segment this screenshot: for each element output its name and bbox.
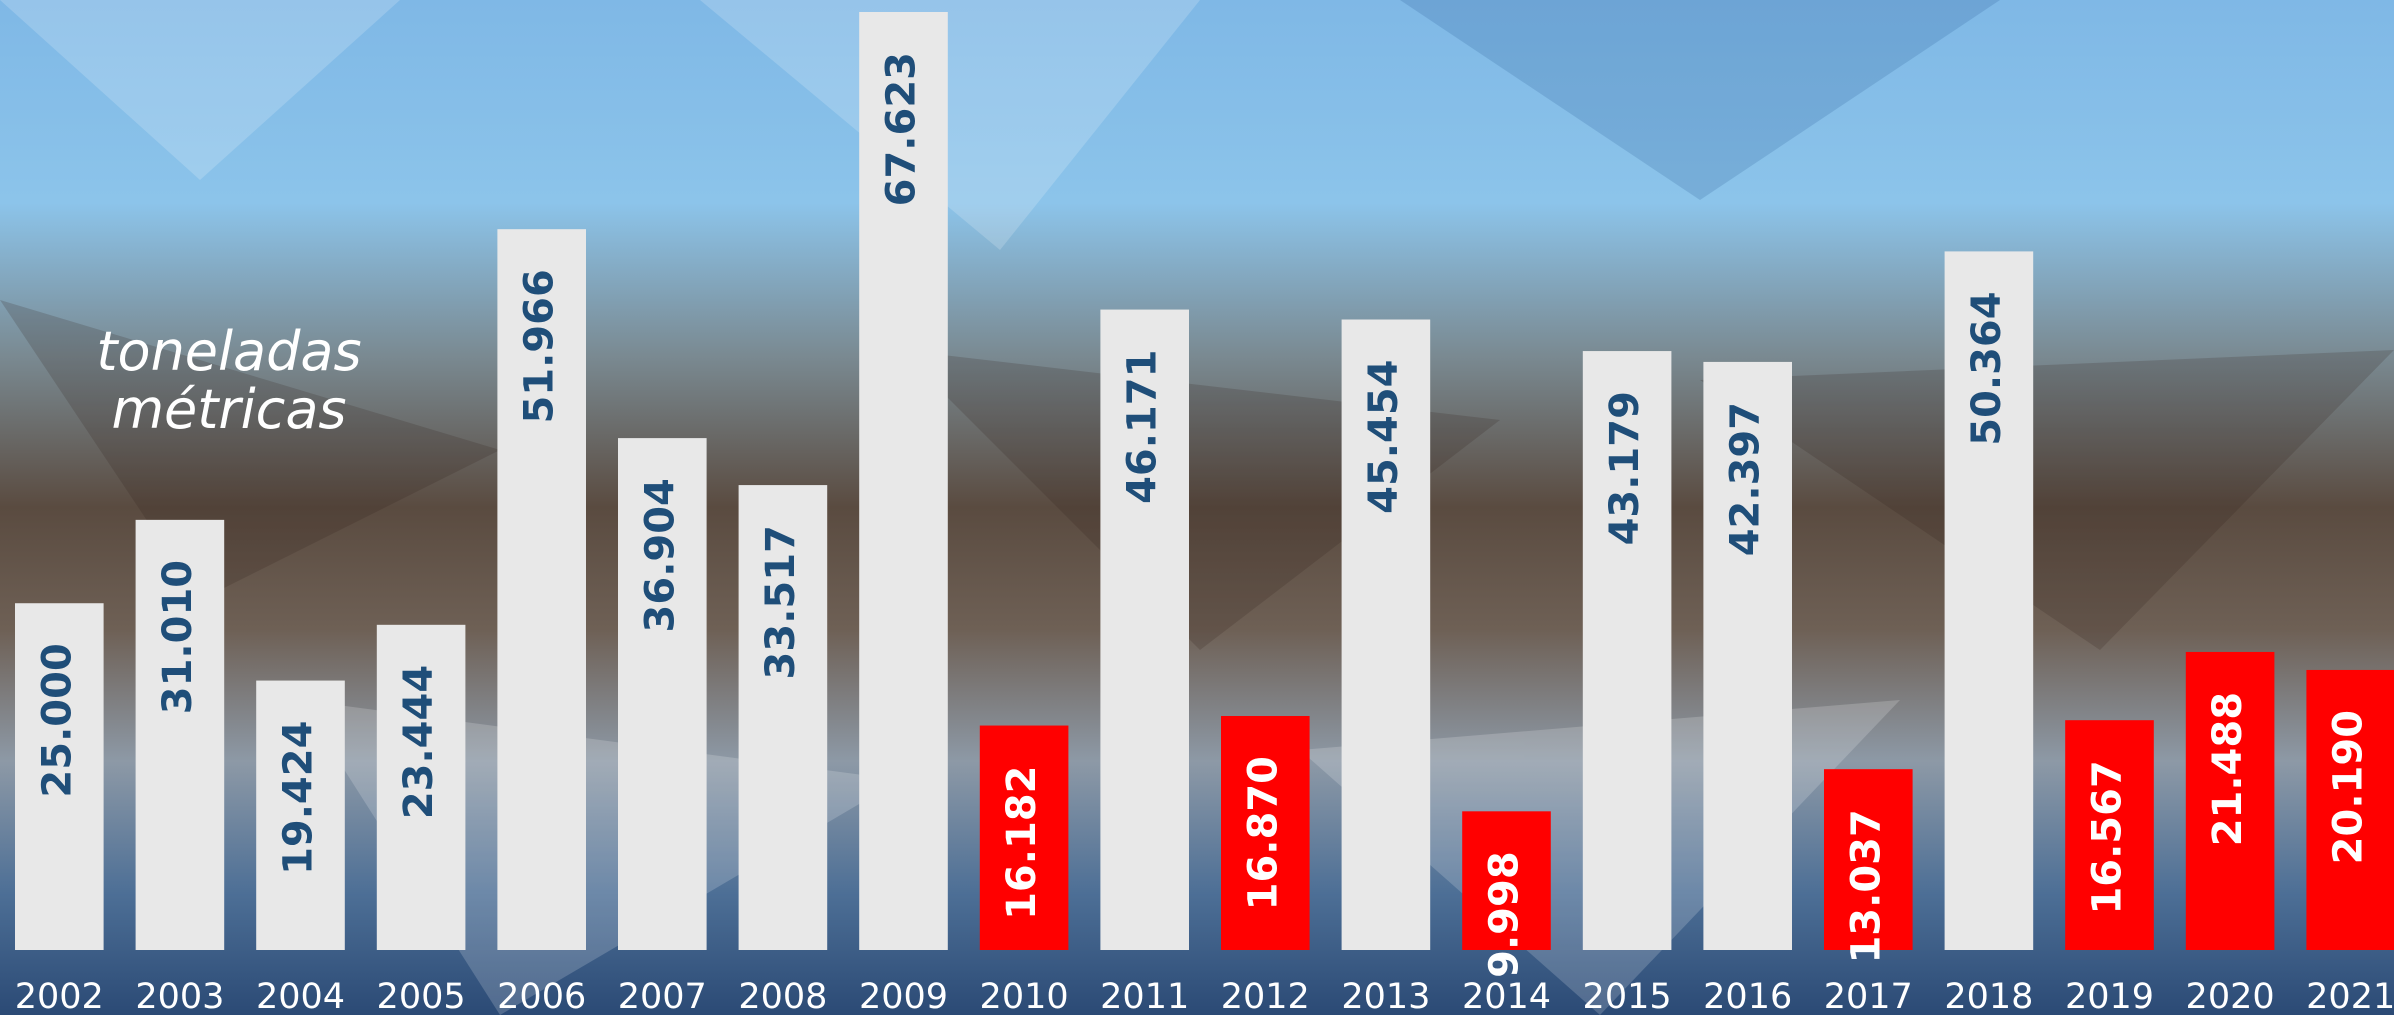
x-tick-label: 2021 [2306,977,2394,1015]
bar [1221,715,1310,950]
x-tick-label: 2004 [256,977,345,1015]
x-tick-label: 2020 [2186,977,2275,1015]
value-label: 43.179 [1602,391,1648,545]
bar [135,519,225,950]
annotation: toneladas [96,320,361,383]
value-label: 16.567 [2085,760,2131,914]
x-tick-label: 2012 [1221,977,1310,1015]
bar [497,229,586,950]
bar [738,485,828,950]
bar [2306,669,2394,950]
x-tick-label: 2011 [1100,977,1189,1015]
value-label: 19.424 [276,721,322,875]
bar [376,624,466,950]
bar [2185,651,2275,950]
value-label: 42.397 [1723,402,1769,556]
x-tick-label: 2018 [1944,977,2033,1015]
bar [1824,769,1913,950]
bar [859,12,948,950]
x-tick-label: 2006 [497,977,586,1015]
bar [1462,811,1551,950]
x-tick-label: 2017 [1824,977,1913,1015]
bar [15,603,104,950]
x-tick-label: 2010 [980,977,1069,1015]
value-label: 13.037 [1843,809,1889,963]
value-label: 46.171 [1120,350,1166,504]
value-label: 23.444 [396,665,442,819]
x-tick-label: 2007 [618,977,707,1015]
bar [256,680,345,950]
x-tick-label: 2002 [15,977,104,1015]
value-label: 16.182 [999,766,1045,920]
x-tick-label: 2005 [377,977,466,1015]
value-label: 25.000 [34,643,80,797]
x-tick-label: 2014 [1462,977,1551,1015]
x-tick-label: 2003 [135,977,224,1015]
bar [1100,309,1189,950]
value-label: 51.966 [517,269,563,423]
bar [2065,720,2154,950]
bar [618,438,707,950]
value-label: 67.623 [879,52,925,206]
bar [1582,351,1672,950]
bar [1944,251,2034,951]
x-tick-label: 2013 [1341,977,1430,1015]
x-tick-label: 2016 [1703,977,1792,1015]
bar [979,725,1069,950]
value-label: 33.517 [758,525,804,679]
value-label: 20.190 [2326,710,2372,864]
value-label: 21.488 [2205,692,2251,846]
x-tick-label: 2009 [859,977,948,1015]
value-label: 36.904 [637,478,683,632]
bar [1703,361,1792,950]
x-tick-label: 2019 [2065,977,2154,1015]
bar [1341,319,1431,950]
x-tick-label: 2015 [1583,977,1672,1015]
x-tick-label: 2008 [738,977,827,1015]
value-label: 31.010 [155,560,201,714]
value-label: 45.454 [1361,360,1407,514]
value-label: 16.870 [1240,756,1286,910]
value-label: 9.998 [1482,851,1528,978]
value-label: 50.364 [1964,291,2010,445]
annotation: métricas [111,378,346,441]
